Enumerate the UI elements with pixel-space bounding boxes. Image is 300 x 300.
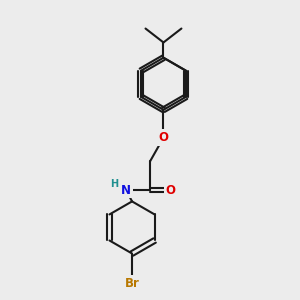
Text: N: N [121,184,131,197]
Text: O: O [165,184,175,197]
Text: Br: Br [124,277,140,290]
Text: H: H [110,179,118,189]
Text: O: O [158,131,169,144]
